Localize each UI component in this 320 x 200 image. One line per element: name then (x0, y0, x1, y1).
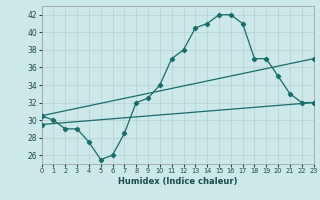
X-axis label: Humidex (Indice chaleur): Humidex (Indice chaleur) (118, 177, 237, 186)
